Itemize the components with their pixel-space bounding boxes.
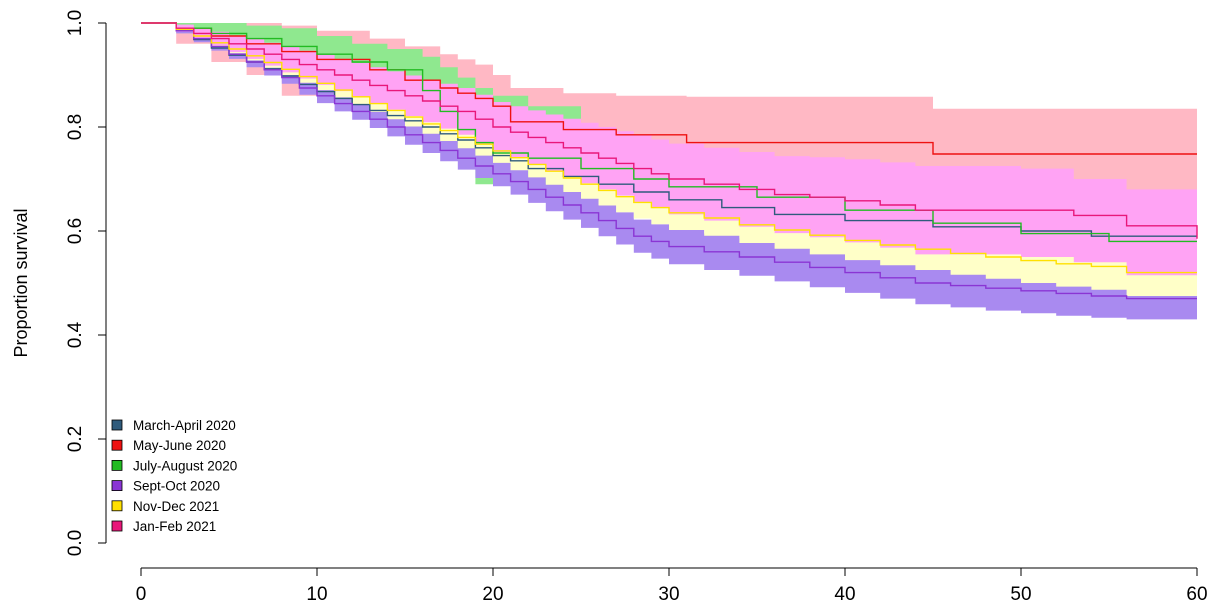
legend-label-jan-feb-2021: Jan-Feb 2021 bbox=[133, 519, 216, 534]
legend-swatch-nov-dec-2021 bbox=[111, 500, 123, 512]
curve-july-august-2020 bbox=[141, 22, 1197, 243]
curve-nov-dec-2021 bbox=[141, 22, 1197, 274]
legend-swatch-jan-feb-2021 bbox=[111, 520, 123, 532]
legend-swatch-july-august-2020 bbox=[111, 459, 123, 471]
legend-label-may-june-2020: May-June 2020 bbox=[133, 438, 226, 453]
y-tick-label: 0.0 bbox=[65, 530, 86, 556]
legend-label-nov-dec-2021: Nov-Dec 2021 bbox=[133, 499, 219, 514]
y-tick-label: 0.2 bbox=[65, 426, 86, 452]
confidence-bands bbox=[141, 23, 1197, 320]
legend-label-july-august-2020: July-August 2020 bbox=[133, 458, 237, 473]
curve-may-june-2020 bbox=[141, 22, 1197, 155]
x-tick-label: 40 bbox=[834, 584, 855, 605]
survival-curves bbox=[141, 22, 1198, 300]
x-tick-label: 20 bbox=[482, 584, 503, 605]
legend-label-sept-oct-2020: Sept-Oct 2020 bbox=[133, 479, 220, 494]
legend-swatch-sept-oct-2020 bbox=[111, 480, 123, 492]
x-tick-label: 10 bbox=[306, 584, 327, 605]
legend: March-April 2020 May-June 2020 July-August… bbox=[111, 418, 237, 534]
tick-marks: 0 10 20 30 40 50 60 0.0 0.2 0.4 0.6 0.8 1.0 bbox=[65, 10, 1208, 605]
legend-swatch-march-april-2020 bbox=[111, 419, 123, 431]
y-tick-label: 1.0 bbox=[65, 10, 86, 36]
curve-jan-feb-2021 bbox=[141, 22, 1198, 239]
x-tick-label: 60 bbox=[1186, 584, 1207, 605]
legend-swatch-may-june-2020 bbox=[111, 439, 123, 451]
y-tick-label: 0.4 bbox=[65, 321, 86, 348]
x-tick-label: 0 bbox=[136, 584, 147, 605]
curve-sept-oct-2020 bbox=[141, 22, 1197, 300]
legend-label-march-april-2020: March-April 2020 bbox=[133, 418, 236, 433]
x-tick-label: 30 bbox=[658, 584, 679, 605]
y-axis-title: Proportion survival bbox=[11, 208, 31, 357]
x-tick-label: 50 bbox=[1010, 584, 1031, 605]
y-tick-label: 0.8 bbox=[65, 114, 86, 140]
y-tick-label: 0.6 bbox=[65, 218, 86, 244]
